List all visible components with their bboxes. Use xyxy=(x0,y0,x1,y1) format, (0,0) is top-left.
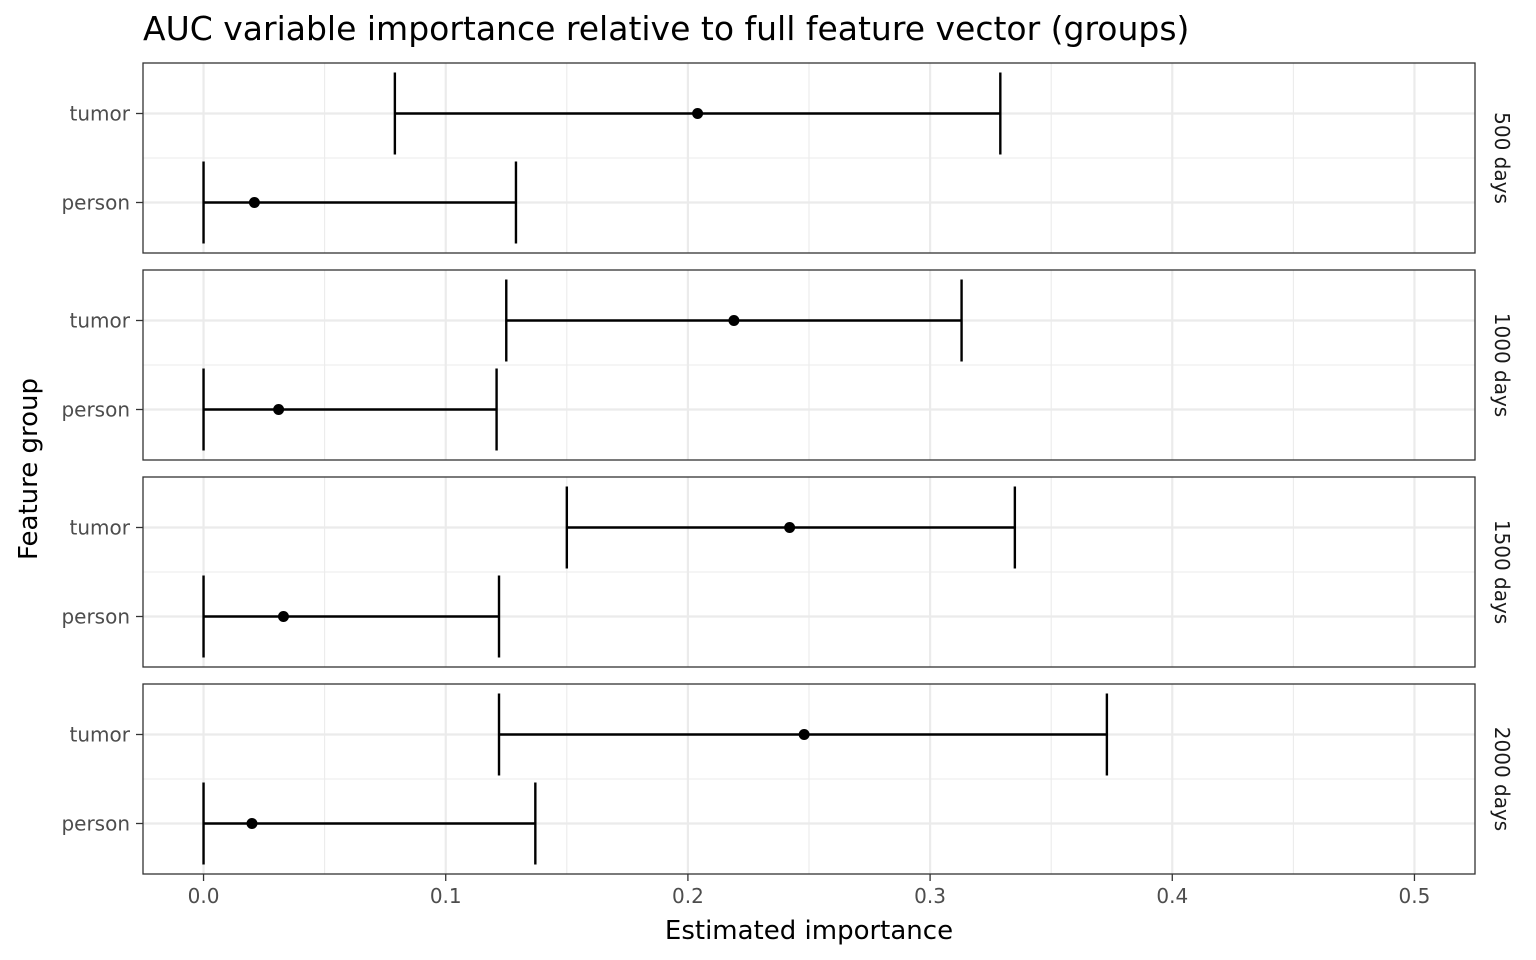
panel-border xyxy=(142,476,1476,668)
facet-strip-label: 500 days xyxy=(1490,112,1514,204)
facet-panel: tumor person 2000 days xyxy=(61,683,1514,875)
y-tick-label: tumor xyxy=(70,102,131,126)
y-axis-title: Feature group xyxy=(14,378,44,560)
x-tick-label: 0.0 xyxy=(188,884,220,908)
y-tick-label: person xyxy=(61,191,130,215)
y-tick-label: tumor xyxy=(70,309,131,333)
x-tick-label: 0.3 xyxy=(914,884,946,908)
estimate-point-person xyxy=(273,404,285,415)
x-tick-label: 0.4 xyxy=(1156,884,1188,908)
panel-border xyxy=(142,683,1476,875)
estimate-point-tumor xyxy=(798,729,810,740)
y-tick-label: person xyxy=(61,398,130,422)
y-tick-label: tumor xyxy=(70,723,131,747)
estimate-point-tumor xyxy=(692,108,704,119)
facet-strip-label: 1000 days xyxy=(1490,313,1514,417)
x-tick-label: 0.5 xyxy=(1399,884,1431,908)
facet-strip-label: 1500 days xyxy=(1490,520,1514,624)
panel-border xyxy=(142,62,1476,254)
estimate-point-tumor xyxy=(784,522,796,533)
y-tick-label: tumor xyxy=(70,516,131,540)
x-tick-label: 0.2 xyxy=(672,884,704,908)
y-tick-label: person xyxy=(61,812,130,836)
x-axis-title: Estimated importance xyxy=(665,916,953,946)
estimate-point-tumor xyxy=(728,315,740,326)
panel-border xyxy=(142,269,1476,461)
facet-strip-label: 2000 days xyxy=(1490,727,1514,831)
x-tick-label: 0.1 xyxy=(430,884,462,908)
estimate-point-person xyxy=(277,611,289,622)
y-tick-label: person xyxy=(61,605,130,629)
estimate-point-person xyxy=(248,197,260,208)
facet-panel: tumor person 1000 days xyxy=(61,269,1514,461)
x-axis: 0.0 0.1 0.2 0.3 0.4 0.5 xyxy=(188,874,1431,908)
facet-panel: tumor person 1500 days xyxy=(61,476,1514,668)
facet-panel: tumor person 500 days xyxy=(61,62,1514,254)
chart-title: AUC variable importance relative to full… xyxy=(143,9,1189,48)
estimate-point-person xyxy=(246,818,258,829)
